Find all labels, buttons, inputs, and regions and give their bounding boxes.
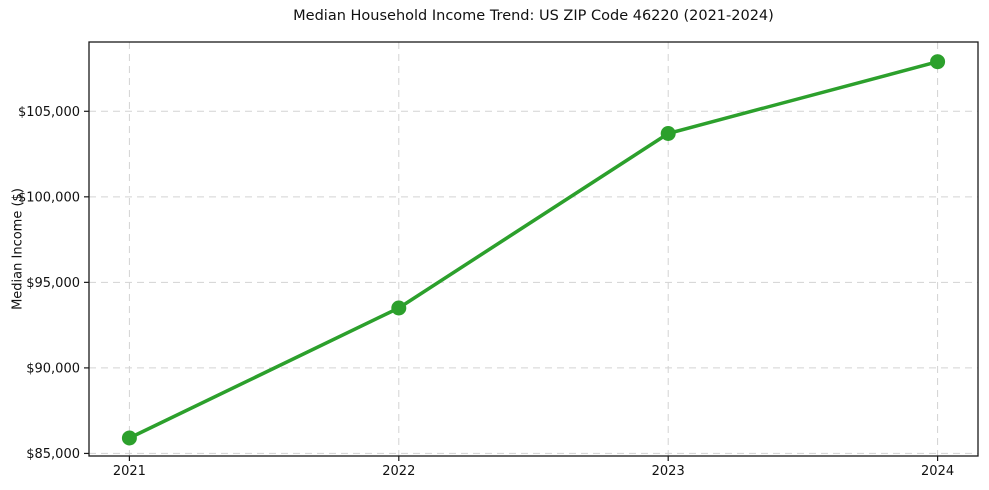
data-point-2023 bbox=[660, 126, 676, 141]
trend-line bbox=[127, 59, 940, 440]
y-tick-label: $85,000 bbox=[26, 447, 80, 462]
y-tick-label: $100,000 bbox=[18, 190, 80, 205]
x-tick-label: 2021 bbox=[113, 464, 146, 479]
y-tick-label: $90,000 bbox=[26, 361, 80, 376]
data-point-2021 bbox=[121, 430, 137, 446]
plot-border bbox=[88, 41, 979, 457]
x-tick-label: 2024 bbox=[921, 464, 954, 479]
y-tick-label: $105,000 bbox=[18, 105, 80, 120]
x-tick-label: 2023 bbox=[652, 464, 685, 479]
data-point-2022 bbox=[391, 300, 407, 316]
chart-title: Median Household Income Trend: US ZIP Co… bbox=[293, 8, 774, 24]
y-tick-label: $95,000 bbox=[26, 276, 80, 291]
data-point-2024 bbox=[930, 54, 946, 70]
x-tick-label: 2022 bbox=[382, 464, 415, 479]
